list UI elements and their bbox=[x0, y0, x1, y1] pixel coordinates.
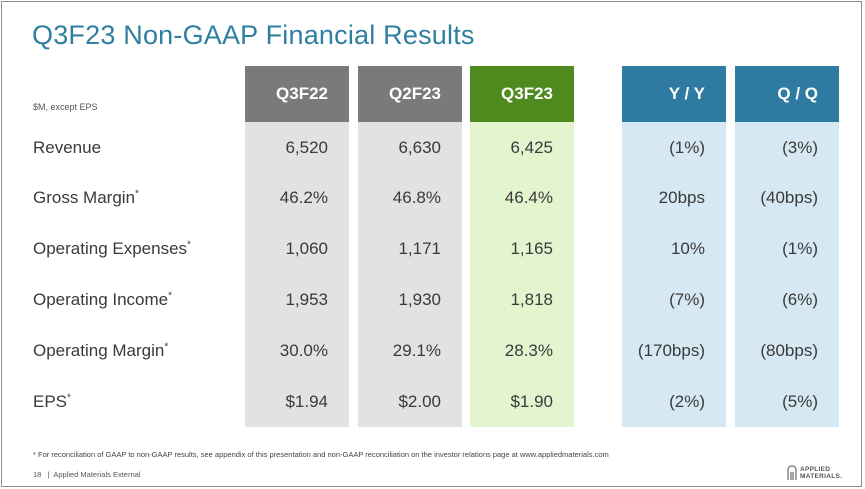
footer-separator: | bbox=[47, 470, 50, 479]
column-background-q3f22 bbox=[245, 122, 349, 427]
logo-line-1: APPLIED bbox=[800, 466, 831, 473]
column-background-yoy bbox=[622, 122, 726, 427]
footnote-mark: * bbox=[187, 239, 191, 251]
row-label: Revenue bbox=[33, 138, 101, 158]
row-label: Gross Margin* bbox=[33, 188, 139, 208]
footnote-mark: * bbox=[67, 392, 71, 404]
footnote-mark: * bbox=[164, 341, 169, 353]
page-number: 18 bbox=[33, 470, 42, 479]
table-cell-q3f23: 28.3% bbox=[504, 341, 553, 360]
table-cell-q3f23: 1,165 bbox=[510, 239, 553, 258]
row-label-text: EPS bbox=[33, 392, 68, 411]
units-note: $M, except EPS bbox=[33, 102, 98, 112]
table-cell-yoy: (2%) bbox=[669, 392, 705, 411]
column-background-q2f23 bbox=[358, 122, 462, 427]
table-cell-yoy: (1%) bbox=[669, 138, 705, 157]
footnote-mark: * bbox=[168, 290, 173, 302]
logo-wordmark: APPLIED MATERIALS. bbox=[800, 466, 842, 480]
footer-label: Applied Materials External bbox=[53, 470, 141, 479]
table-cell-q3f22: 1,060 bbox=[285, 239, 328, 258]
row-label-text: Operating Expenses bbox=[33, 239, 188, 258]
column-header-qoq: Q / Q bbox=[735, 66, 839, 122]
table-cell-q3f23: 1,818 bbox=[510, 290, 553, 309]
row-label: Operating Expenses* bbox=[33, 239, 191, 259]
footnote: * For reconciliation of GAAP to non-GAAP… bbox=[33, 450, 609, 459]
row-label: Operating Income* bbox=[33, 290, 172, 310]
table-cell-qoq: (1%) bbox=[782, 239, 818, 258]
logo-line-2: MATERIALS. bbox=[800, 473, 843, 480]
table-cell-yoy: (7%) bbox=[669, 290, 705, 309]
table-cell-q3f23: $1.90 bbox=[510, 392, 553, 411]
table-cell-q3f22: 1,953 bbox=[285, 290, 328, 309]
table-cell-qoq: (6%) bbox=[782, 290, 818, 309]
table-cell-q2f23: 29.1% bbox=[392, 341, 441, 360]
column-header-q3f23: Q3F23 bbox=[470, 66, 574, 122]
row-label: EPS* bbox=[33, 392, 71, 412]
table-cell-q3f22: 30.0% bbox=[279, 341, 328, 360]
table-cell-yoy: 10% bbox=[670, 239, 705, 258]
footnote-mark: * bbox=[135, 188, 139, 200]
applied-materials-logo-icon bbox=[787, 465, 797, 480]
table-cell-q2f23: 6,630 bbox=[398, 138, 441, 157]
column-header-q3f22: Q3F22 bbox=[245, 66, 349, 122]
table-cell-q2f23: 1,930 bbox=[398, 290, 441, 309]
row-label-text: Gross Margin bbox=[33, 188, 136, 207]
table-cell-q3f22: $1.94 bbox=[285, 392, 328, 411]
table-cell-qoq: (80bps) bbox=[760, 341, 818, 360]
table-cell-q2f23: $2.00 bbox=[398, 392, 441, 411]
slide-footer: 18 | Applied Materials External bbox=[33, 470, 140, 479]
table-cell-q2f23: 1,171 bbox=[398, 239, 441, 258]
column-header-yoy: Y / Y bbox=[622, 66, 726, 122]
table-cell-yoy: 20bps bbox=[658, 188, 705, 207]
column-background-qoq bbox=[735, 122, 839, 427]
row-label-text: Operating Margin bbox=[33, 341, 165, 360]
table-cell-yoy: (170bps) bbox=[637, 341, 705, 360]
table-cell-q3f22: 46.2% bbox=[279, 188, 328, 207]
column-header-q2f23: Q2F23 bbox=[358, 66, 462, 122]
row-label-text: Revenue bbox=[33, 138, 102, 157]
slide-title: Q3F23 Non-GAAP Financial Results bbox=[32, 20, 475, 50]
table-cell-q2f23: 46.8% bbox=[392, 188, 441, 207]
table-cell-qoq: (5%) bbox=[782, 392, 818, 411]
table-cell-q3f22: 6,520 bbox=[285, 138, 328, 157]
row-label: Operating Margin* bbox=[33, 341, 168, 361]
table-cell-qoq: (40bps) bbox=[760, 188, 818, 207]
table-cell-qoq: (3%) bbox=[782, 138, 818, 157]
row-label-text: Operating Income bbox=[33, 290, 169, 309]
column-background-q3f23 bbox=[470, 122, 574, 427]
table-cell-q3f23: 46.4% bbox=[504, 188, 553, 207]
table-cell-q3f23: 6,425 bbox=[510, 138, 553, 157]
